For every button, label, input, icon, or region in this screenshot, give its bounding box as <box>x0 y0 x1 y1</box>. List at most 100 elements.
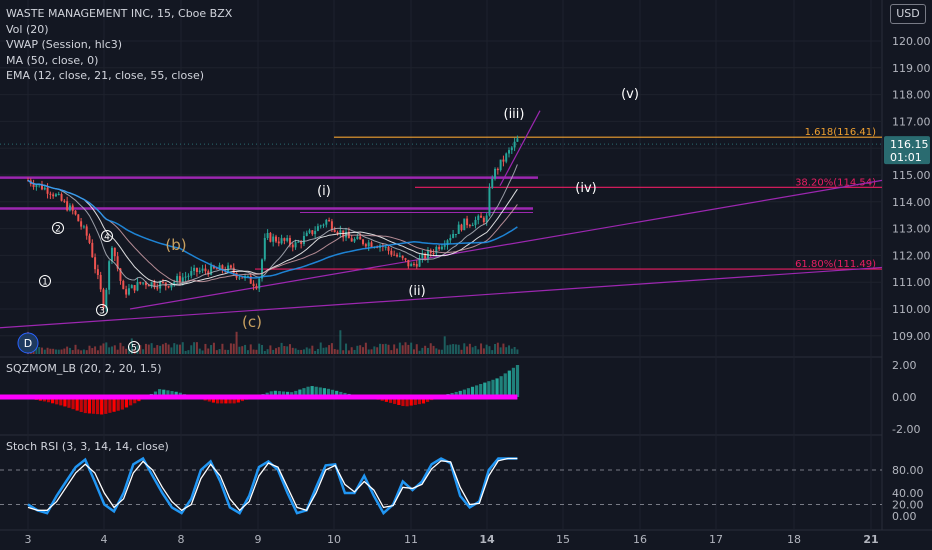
moving-average-line <box>27 179 518 279</box>
volume-bar <box>99 345 102 354</box>
volume-bar <box>333 349 336 354</box>
wave-label: (v) <box>621 87 639 102</box>
price-tick-label: 120.00 <box>892 35 931 48</box>
volume-bar <box>195 342 198 354</box>
candle-body <box>133 285 136 291</box>
circled-wave-number: 3 <box>99 307 105 317</box>
candle-body <box>173 281 176 285</box>
candle-body <box>452 233 455 238</box>
volume-bar <box>227 349 230 354</box>
candle-body <box>161 282 164 284</box>
candle-body <box>488 187 491 216</box>
candle-body <box>330 221 333 230</box>
candle-body <box>261 259 264 279</box>
squeeze-bar <box>515 365 520 397</box>
candle-body <box>68 205 71 211</box>
candle-body <box>322 224 325 226</box>
squeeze-bar <box>269 391 273 397</box>
stoch-tick-label: 0.00 <box>892 510 917 523</box>
volume-bar <box>161 344 164 354</box>
candle-body <box>291 244 294 248</box>
candle-body <box>494 168 497 179</box>
candle-body <box>302 235 305 244</box>
circled-wave-marker <box>101 230 113 242</box>
volume-bar <box>384 343 387 354</box>
squeeze-bar <box>405 397 409 407</box>
volume-bar <box>485 344 488 354</box>
volume-bar <box>280 342 283 354</box>
fib-level-label: 1.618(116.41) <box>805 127 877 138</box>
volume-bar <box>35 346 38 354</box>
volume-bar <box>387 344 390 354</box>
candle-body <box>370 242 373 248</box>
candle-body <box>362 239 365 245</box>
stoch-tick-label: 40.00 <box>892 487 924 500</box>
candle-body <box>54 194 57 197</box>
volume-bar <box>373 346 376 354</box>
currency-button[interactable]: USD <box>890 4 926 24</box>
symbol-title[interactable]: WASTE MANAGEMENT INC, 15, Cboe BZX <box>6 7 233 20</box>
circled-wave-marker <box>39 275 51 287</box>
squeeze-bar <box>273 390 277 397</box>
squeeze-bar <box>91 397 96 414</box>
legend-ema[interactable]: EMA (12, close, 21, close, 55, close) <box>6 69 204 82</box>
candle-body <box>144 282 147 286</box>
stoch-title[interactable]: Stoch RSI (3, 3, 14, 14, close) <box>6 440 169 453</box>
candle-body <box>127 288 130 295</box>
squeeze-title[interactable]: SQZMOM_LB (20, 2, 20, 1.5) <box>6 362 162 375</box>
candle-body <box>316 226 319 231</box>
volume-bar <box>362 347 365 354</box>
stoch-d-line <box>27 457 518 512</box>
wave-label: (iv) <box>575 181 596 196</box>
moving-average-line <box>27 164 518 287</box>
candle-body <box>443 245 446 247</box>
candle-body <box>176 276 179 282</box>
candle-body <box>46 187 49 194</box>
time-axis[interactable]: 3 4 8 9 10 11 14 15 16 17 18 21 <box>25 533 879 546</box>
volume-bar <box>40 347 43 354</box>
volume-bar <box>159 345 162 354</box>
price-axis[interactable]: 120.00119.00118.00117.00116.00115.00114.… <box>884 35 931 523</box>
volume-bar <box>308 348 311 354</box>
price-pane[interactable]: 1.618(116.41) 38.20%(114.54) 61.80%(111.49… <box>0 87 883 354</box>
legend-volume[interactable]: Vol (20) <box>6 22 49 36</box>
squeeze-bar <box>166 390 170 397</box>
candle-body <box>113 247 116 257</box>
candle-body <box>122 280 125 290</box>
volume-bar <box>496 342 499 354</box>
legend-vwap[interactable]: VWAP (Session, hlc3) <box>6 38 123 51</box>
stoch-rsi-pane[interactable] <box>0 456 882 516</box>
volume-bar <box>449 344 452 354</box>
volume-bar <box>274 348 277 354</box>
candle-body <box>74 210 77 215</box>
squeeze-bar <box>499 376 503 397</box>
volume-bar <box>302 349 305 354</box>
dividend-marker-label: D <box>24 337 32 350</box>
squeeze-bar <box>339 391 343 397</box>
squeeze-tick-label: 2.00 <box>892 359 917 372</box>
squeeze-bar <box>286 391 290 397</box>
candle-body <box>364 244 367 247</box>
candle-body <box>305 232 308 236</box>
candle-body <box>432 253 435 255</box>
volume-bar <box>288 344 291 354</box>
legend-ma[interactable]: MA (50, close, 0) <box>6 53 99 67</box>
volume-bar <box>516 349 519 354</box>
volume-bar <box>133 349 136 354</box>
candle-body <box>308 230 311 233</box>
time-tick-label: 17 <box>709 533 723 546</box>
squeeze-bar <box>322 388 326 397</box>
volume-bar <box>415 344 418 354</box>
candle-body <box>153 282 156 288</box>
squeeze-momentum-pane[interactable] <box>0 365 520 415</box>
price-tick-label: 114.00 <box>892 196 931 209</box>
dividend-marker <box>17 332 39 354</box>
squeeze-bar <box>298 389 302 397</box>
volume-bar <box>147 344 150 354</box>
volume-bar <box>125 348 128 354</box>
volume-bar <box>381 344 384 354</box>
volume-bar <box>452 344 455 354</box>
squeeze-bar <box>470 386 475 397</box>
candle-body <box>43 187 46 190</box>
candle-body <box>204 268 207 272</box>
